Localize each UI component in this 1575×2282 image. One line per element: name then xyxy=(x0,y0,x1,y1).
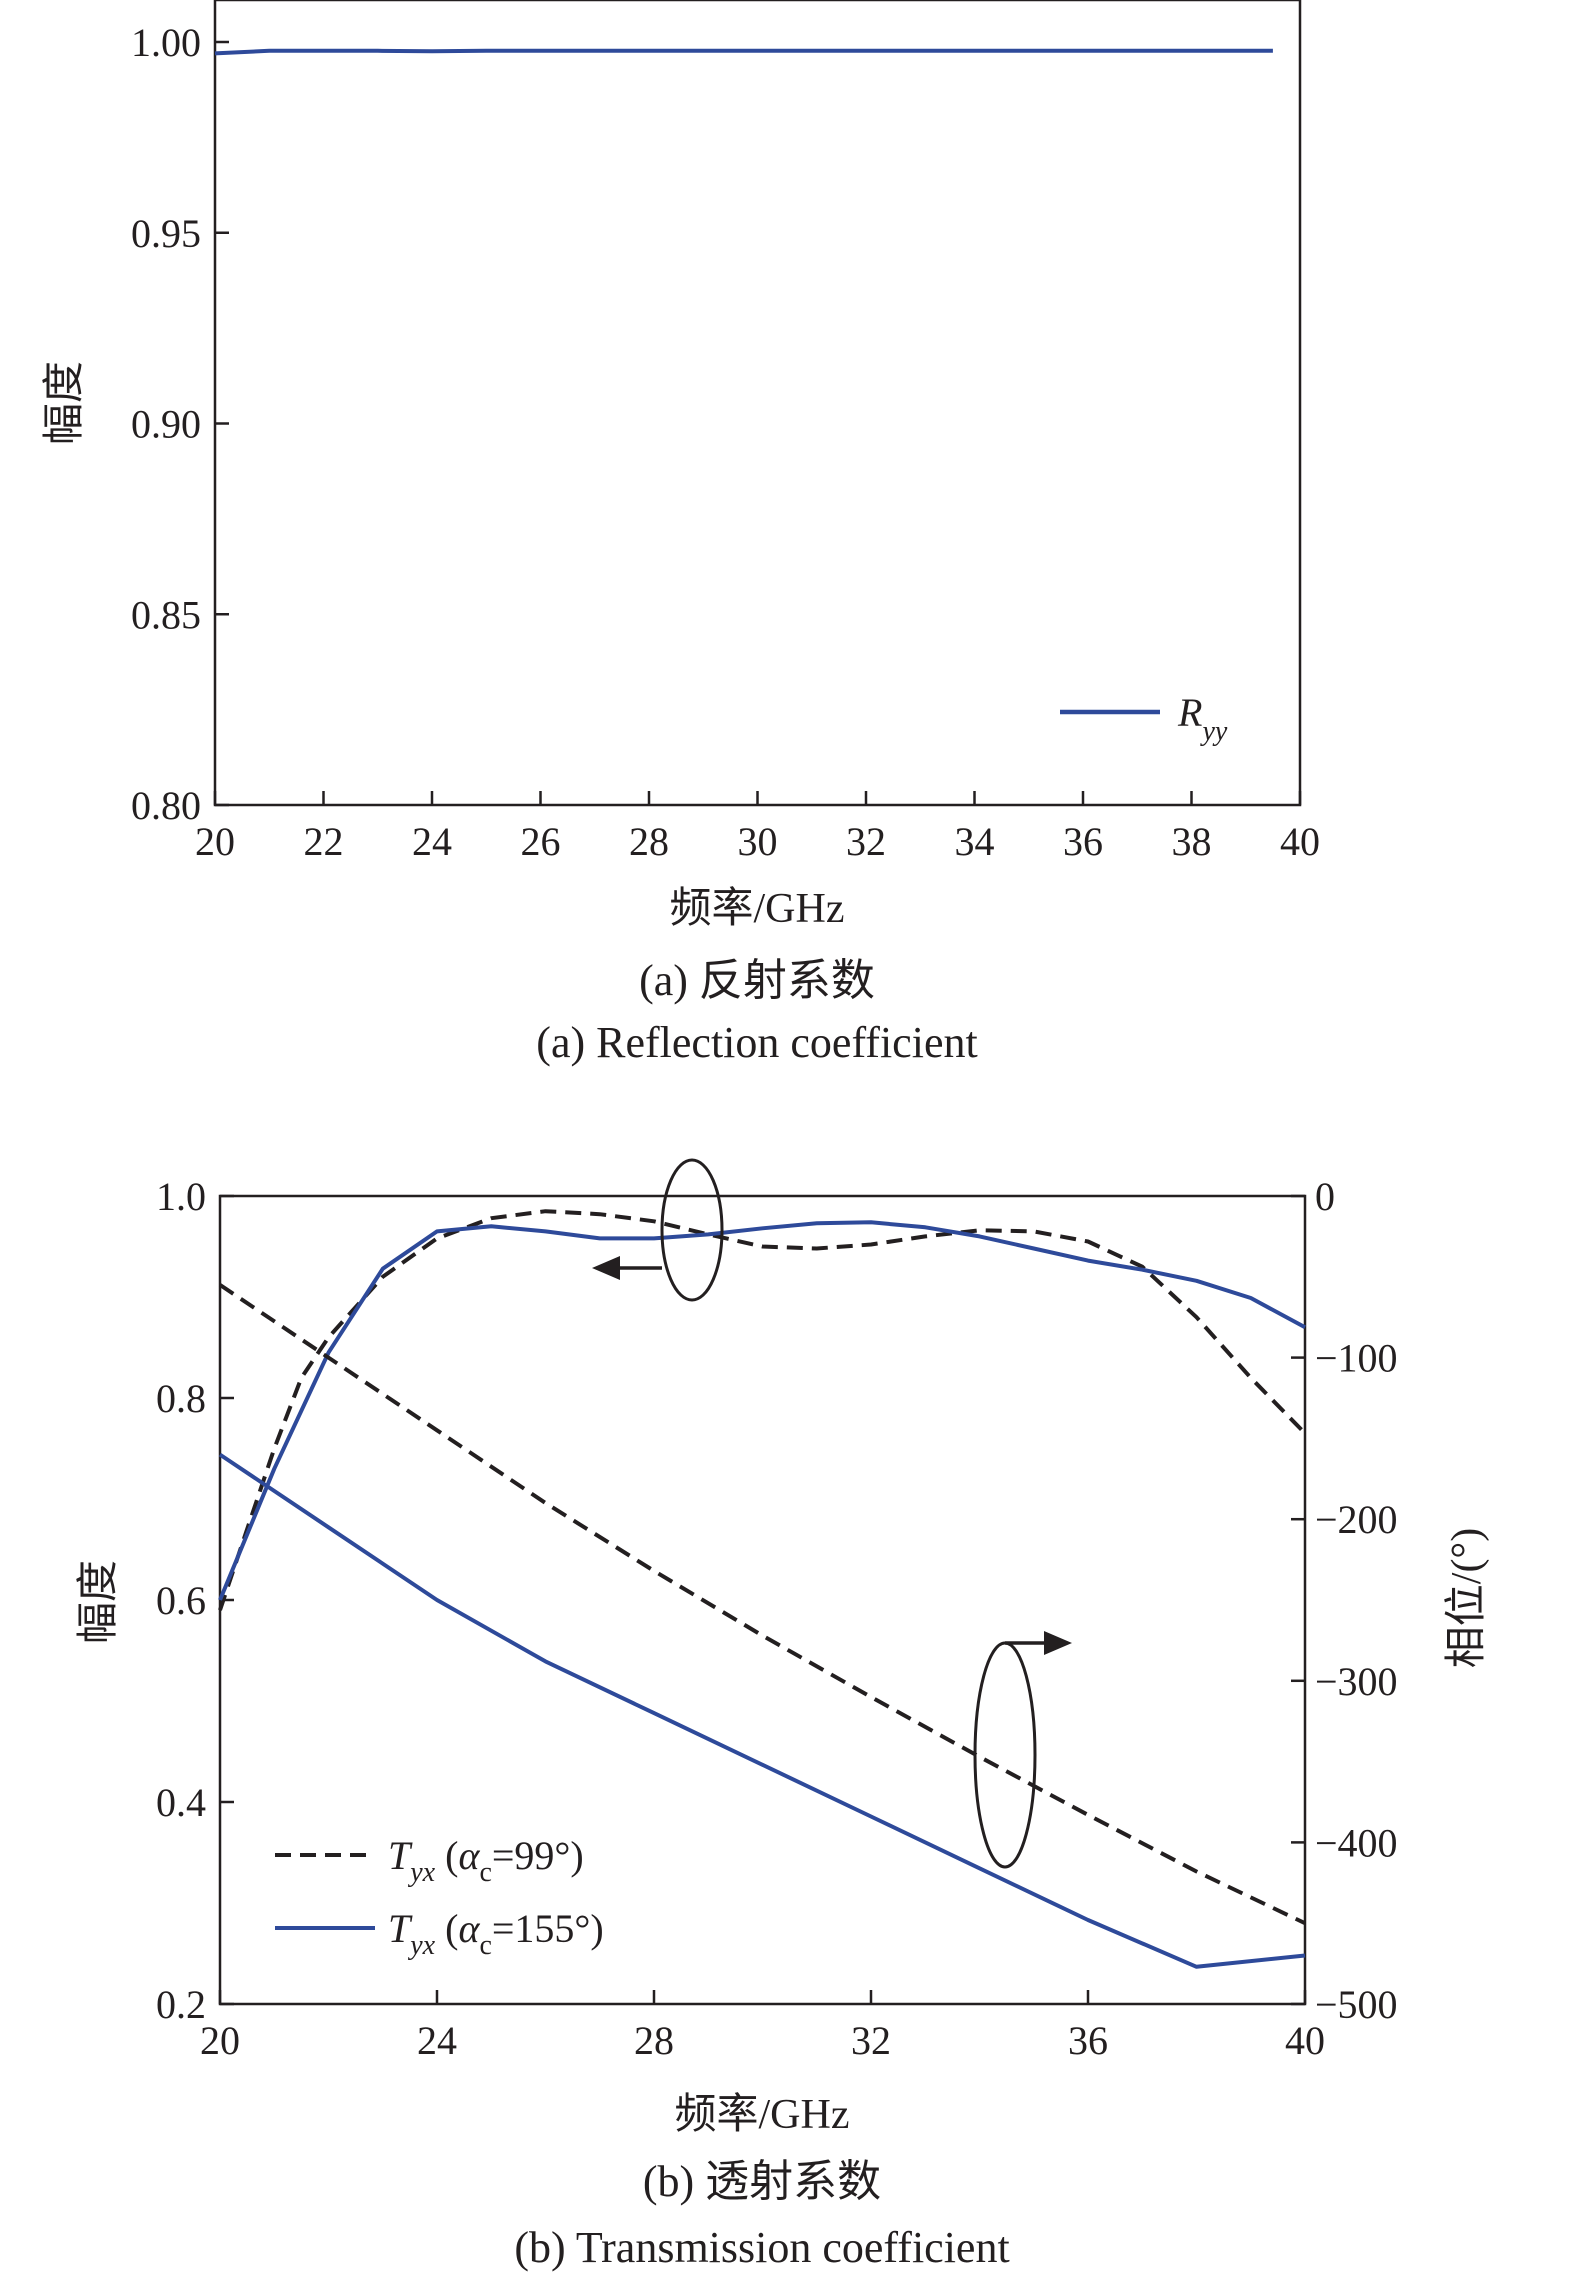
x-tick-label: 36 xyxy=(1068,2018,1108,2063)
y-tick-label: 1.0 xyxy=(156,1174,206,1219)
x-tick-label: 26 xyxy=(521,819,561,864)
chart-b-y-axis-title-left: 幅度 xyxy=(76,1560,122,1644)
y-tick-label: 1.00 xyxy=(131,20,201,65)
y-tick-label: 0.95 xyxy=(131,211,201,256)
legend-dashed-alpha-sub: c xyxy=(479,1857,491,1888)
right-arrow-icon xyxy=(1044,1631,1072,1655)
x-tick-label: 34 xyxy=(955,819,995,864)
chart-b-x-axis-title: 频率/GHz xyxy=(675,2091,850,2138)
chart-b-y-axis-title-right: 相位/(°) xyxy=(1443,1528,1490,1668)
x-tick-label: 40 xyxy=(1285,2018,1325,2063)
chart-b-x-ticks: 20 24 28 32 36 40 xyxy=(200,1990,1325,2063)
amplitude-ellipse xyxy=(660,1158,724,1302)
x-tick-label: 40 xyxy=(1280,819,1320,864)
x-tick-label: 24 xyxy=(412,819,452,864)
x-tick-label: 32 xyxy=(851,2018,891,2063)
y-tick-label: 0.90 xyxy=(131,402,201,447)
x-tick-label: 36 xyxy=(1063,819,1103,864)
legend-solid-alpha-sub: c xyxy=(479,1930,491,1961)
series-line-0 xyxy=(214,48,1273,56)
phase-axis-annotation xyxy=(973,1631,1072,1869)
chart-a-caption-cn: (a) 反射系数 xyxy=(639,956,875,1005)
y-tick-label: 0.8 xyxy=(156,1376,206,1421)
chart-a-y-ticks: 0.80 0.85 0.90 0.95 1.00 xyxy=(131,20,229,828)
right-y-tick-label: −300 xyxy=(1315,1659,1398,1704)
chart-b-caption-cn: (b) 透射系数 xyxy=(643,2157,881,2206)
amplitude-axis-annotation xyxy=(592,1158,724,1302)
chart-a-legend: Ryy xyxy=(1060,690,1228,747)
left-arrow-icon xyxy=(592,1256,620,1280)
legend-solid-main: T xyxy=(388,1906,413,1951)
legend-solid-sub: yx xyxy=(407,1930,435,1961)
chart-a-plot-frame xyxy=(213,0,1302,807)
right-y-tick-label: −200 xyxy=(1315,1497,1398,1542)
chart-b-y-ticks-right: −500 −400 −300 −200 −100 0 xyxy=(1291,1174,1398,2027)
y-tick-label: 0.6 xyxy=(156,1578,206,1623)
chart-a-x-axis-title: 频率/GHz xyxy=(670,885,845,932)
legend-label-dashed: Tyx (αc=99°) xyxy=(388,1833,584,1888)
x-tick-label: 22 xyxy=(304,819,344,864)
legend-dashed-sub: yx xyxy=(407,1857,435,1888)
chart-a-legend-label: Ryy xyxy=(1177,690,1228,747)
chart-b-plot-frame xyxy=(218,1194,1307,2006)
x-tick-label: 20 xyxy=(195,819,235,864)
chart-a-series xyxy=(214,48,1273,56)
x-tick-label: 38 xyxy=(1172,819,1212,864)
x-tick-label: 32 xyxy=(846,819,886,864)
chart-b-y-ticks-left: 0.2 0.4 0.6 0.8 1.0 xyxy=(156,1174,234,2027)
chart-b-series xyxy=(218,1209,1307,1969)
legend-solid-alpha: α xyxy=(458,1906,480,1951)
y-tick-label: 0.4 xyxy=(156,1780,206,1825)
legend-dashed-open: ( xyxy=(435,1833,458,1878)
legend-solid-close: =155°) xyxy=(492,1906,604,1951)
y-tick-label: 0.2 xyxy=(156,1982,206,2027)
chart-b: 20 24 28 32 36 40 0.2 0.4 0.6 0.8 1.0 −500 −400 −30… xyxy=(76,1158,1490,2272)
legend-dashed-close: =99°) xyxy=(492,1833,584,1878)
right-y-tick-label: 0 xyxy=(1315,1174,1335,1219)
series-line-2 xyxy=(218,1283,1306,1926)
legend-solid-open: ( xyxy=(435,1906,458,1951)
chart-b-legend: Tyx (αc=99°) Tyx (αc=155°) xyxy=(275,1833,604,1961)
x-tick-label: 24 xyxy=(417,2018,457,2063)
chart-a-y-axis-title: 幅度 xyxy=(42,361,88,445)
series-line-0 xyxy=(218,1209,1307,1611)
chart-a: 20 22 24 26 28 30 32 34 36 38 40 0.80 0.85 0.90 0.95 1… xyxy=(42,0,1320,1067)
legend-dashed-alpha: α xyxy=(458,1833,480,1878)
x-tick-label: 30 xyxy=(738,819,778,864)
chart-a-legend-subscript: yy xyxy=(1199,716,1227,747)
y-tick-label: 0.85 xyxy=(131,592,201,637)
legend-label-solid: Tyx (αc=155°) xyxy=(388,1906,604,1961)
legend-dashed-main: T xyxy=(388,1833,413,1878)
phase-ellipse xyxy=(973,1641,1037,1869)
x-tick-label: 20 xyxy=(200,2018,240,2063)
chart-a-legend-name: R xyxy=(1177,690,1202,735)
right-y-tick-label: −400 xyxy=(1315,1820,1398,1865)
chart-a-caption-en: (a) Reflection coefficient xyxy=(536,1018,977,1067)
chart-a-x-ticks: 20 22 24 26 28 30 32 34 36 38 40 xyxy=(195,791,1320,864)
x-tick-label: 28 xyxy=(634,2018,674,2063)
y-tick-label: 0.80 xyxy=(131,783,201,828)
chart-b-caption-en: (b) Transmission coefficient xyxy=(514,2223,1009,2272)
right-y-tick-label: −500 xyxy=(1315,1982,1398,2027)
series-line-1 xyxy=(218,1220,1306,1601)
series-line-3 xyxy=(218,1452,1306,1969)
right-y-tick-label: −100 xyxy=(1315,1336,1398,1381)
x-tick-label: 28 xyxy=(629,819,669,864)
